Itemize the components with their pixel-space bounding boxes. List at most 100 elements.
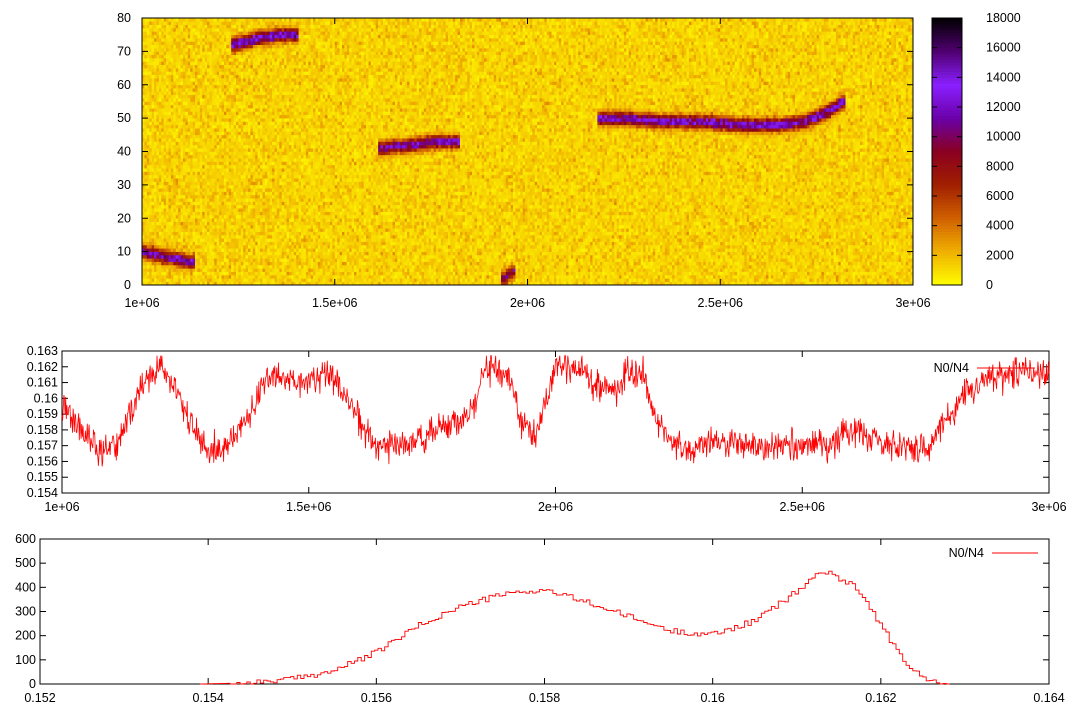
heatmap-cell <box>240 144 244 149</box>
heatmap-cell <box>291 234 295 239</box>
heatmap-cell <box>264 21 268 25</box>
heatmap-cell <box>291 198 295 202</box>
heatmap-cell <box>252 254 256 259</box>
heatmap-cell <box>173 24 177 29</box>
heatmap-cell <box>142 241 145 246</box>
heatmap-cell <box>260 111 263 116</box>
heatmap-cell <box>202 218 205 222</box>
heatmap-cell <box>288 81 292 86</box>
heatmap-cell <box>144 198 148 202</box>
heatmap-cell <box>204 121 208 126</box>
heatmap-cell <box>264 58 268 62</box>
heatmap-cell <box>291 228 295 232</box>
heatmap-cell <box>209 271 213 276</box>
heatmap-cell <box>245 168 249 172</box>
heatmap-cell <box>286 108 290 112</box>
heatmap-cell <box>255 188 258 192</box>
heatmap-cell <box>264 194 268 199</box>
heatmap-cell <box>199 261 203 266</box>
heatmap-cell <box>151 158 155 162</box>
heatmap-cell <box>156 54 160 59</box>
heatmap-cell <box>284 274 287 279</box>
heatmap-cell <box>151 118 155 122</box>
heatmap-cell <box>262 151 266 156</box>
heatmap-cell <box>187 228 191 232</box>
heatmap-cell <box>286 228 290 232</box>
heatmap-cell <box>248 278 251 282</box>
heatmap-cell <box>228 174 232 179</box>
heatmap-cell <box>166 168 169 172</box>
heatmap-cell <box>276 58 280 62</box>
heatmap-cell <box>226 61 230 66</box>
heatmap-cell <box>146 114 150 119</box>
heatmap-cell <box>144 101 148 106</box>
heatmap-cell <box>168 258 172 262</box>
heatmap-cell <box>235 68 239 72</box>
heatmap-cell <box>180 151 184 156</box>
heatmap-cell <box>166 128 169 132</box>
heatmap-cell <box>190 228 193 232</box>
heatmap-cells <box>142 18 914 286</box>
heatmap-cell <box>233 154 237 159</box>
heatmap-cell <box>281 134 285 139</box>
heatmap-cell <box>163 204 167 209</box>
heatmap-cell <box>187 191 191 196</box>
heatmap-cell <box>262 31 266 35</box>
heatmap-cell <box>173 228 177 232</box>
heatmap-cell <box>257 44 261 49</box>
heatmap-cell <box>288 121 292 126</box>
heatmap-cell <box>149 174 152 179</box>
heatmap-cell <box>274 138 278 142</box>
heatmap-cell <box>197 108 201 112</box>
heatmap-cell <box>243 78 246 82</box>
heatmap-cell <box>257 191 261 196</box>
heatmap-cell <box>158 148 162 152</box>
heatmap-cell <box>163 28 167 32</box>
heatmap-cell <box>257 188 261 192</box>
heatmap-cell <box>197 224 201 229</box>
heatmap-cell <box>202 181 205 186</box>
heatmap-cell <box>279 268 283 272</box>
heatmap-cell <box>233 58 237 62</box>
heatmap-cell <box>178 161 181 166</box>
heatmap-cell <box>272 238 275 242</box>
heatmap-cell <box>257 148 261 152</box>
heatmap-cell <box>192 154 196 159</box>
heatmap-cell <box>207 121 210 126</box>
heatmap-cell <box>274 88 278 92</box>
heatmap-cell <box>209 94 213 99</box>
heatmap-cell <box>226 191 230 196</box>
heatmap-cell <box>276 191 280 196</box>
heatmap-cell <box>142 261 145 266</box>
heatmap-cell <box>197 128 201 132</box>
heatmap-cell <box>151 18 155 22</box>
heatmap-cell <box>144 221 148 226</box>
heatmap-cell <box>250 184 254 189</box>
heatmap-cell <box>151 51 155 56</box>
heatmap-cell <box>149 281 152 286</box>
heatmap-cell <box>284 68 287 72</box>
heatmap-cell <box>276 268 280 272</box>
heatmap-cell <box>243 94 246 99</box>
heatmap-cell <box>168 31 172 35</box>
heatmap-cell <box>166 101 169 106</box>
heatmap-cell <box>190 124 193 129</box>
heatmap-cell <box>274 58 278 62</box>
heatmap-cell <box>180 191 184 196</box>
heatmap-cell <box>257 184 261 189</box>
heatmap-cell <box>250 278 254 282</box>
heatmap-cell <box>192 28 196 32</box>
heatmap-cell <box>255 84 258 89</box>
heatmap-cell <box>156 204 160 209</box>
heatmap-cell <box>144 34 148 39</box>
heatmap-cell <box>274 128 278 132</box>
heatmap-cell <box>252 84 256 89</box>
heatmap-cell <box>250 211 254 216</box>
heatmap-cell <box>243 84 246 89</box>
heatmap-cell <box>175 78 179 82</box>
heatmap-cell <box>250 264 254 269</box>
heatmap-cell <box>192 194 196 199</box>
heatmap-cell <box>250 241 254 246</box>
heatmap-cell <box>180 268 184 272</box>
heatmap-cell <box>250 178 254 182</box>
